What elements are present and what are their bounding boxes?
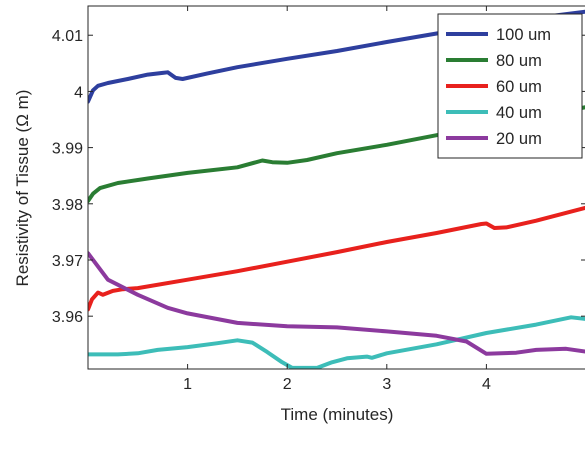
ticks-layer: 1 2 3 4 3.96 3.97 3.98 3.99 4 4.01 (52, 6, 585, 393)
legend-label: 60 um (496, 78, 542, 96)
x-tick-label: 3 (382, 376, 391, 393)
x-axis-label: Time (minutes) (281, 405, 394, 424)
y-tick-label: 3.99 (52, 141, 83, 158)
legend-label: 80 um (496, 52, 542, 70)
y-tick-label: 3.97 (52, 253, 83, 270)
x-tick-label: 4 (482, 376, 491, 393)
y-tick-label: 4 (74, 84, 83, 101)
y-tick-label: 3.98 (52, 197, 83, 214)
series-line-100-um (88, 9, 585, 104)
y-tick-label: 3.96 (52, 309, 83, 326)
legend-label: 40 um (496, 104, 542, 122)
legend-label: 100 um (496, 26, 551, 44)
y-tick-label: 4.01 (52, 28, 83, 45)
plot-frame (87, 5, 585, 370)
x-tick-label: 2 (283, 376, 292, 393)
y-axis-label: Resistivity of Tissue (Ω m) (13, 90, 32, 287)
series-line-60-um (88, 205, 585, 312)
series-line-20-um (88, 251, 585, 356)
legend-label: 20 um (496, 130, 542, 148)
x-tick-label: 1 (183, 376, 192, 393)
legend: 100 um 80 um 60 um 40 um 20 um (437, 13, 583, 159)
